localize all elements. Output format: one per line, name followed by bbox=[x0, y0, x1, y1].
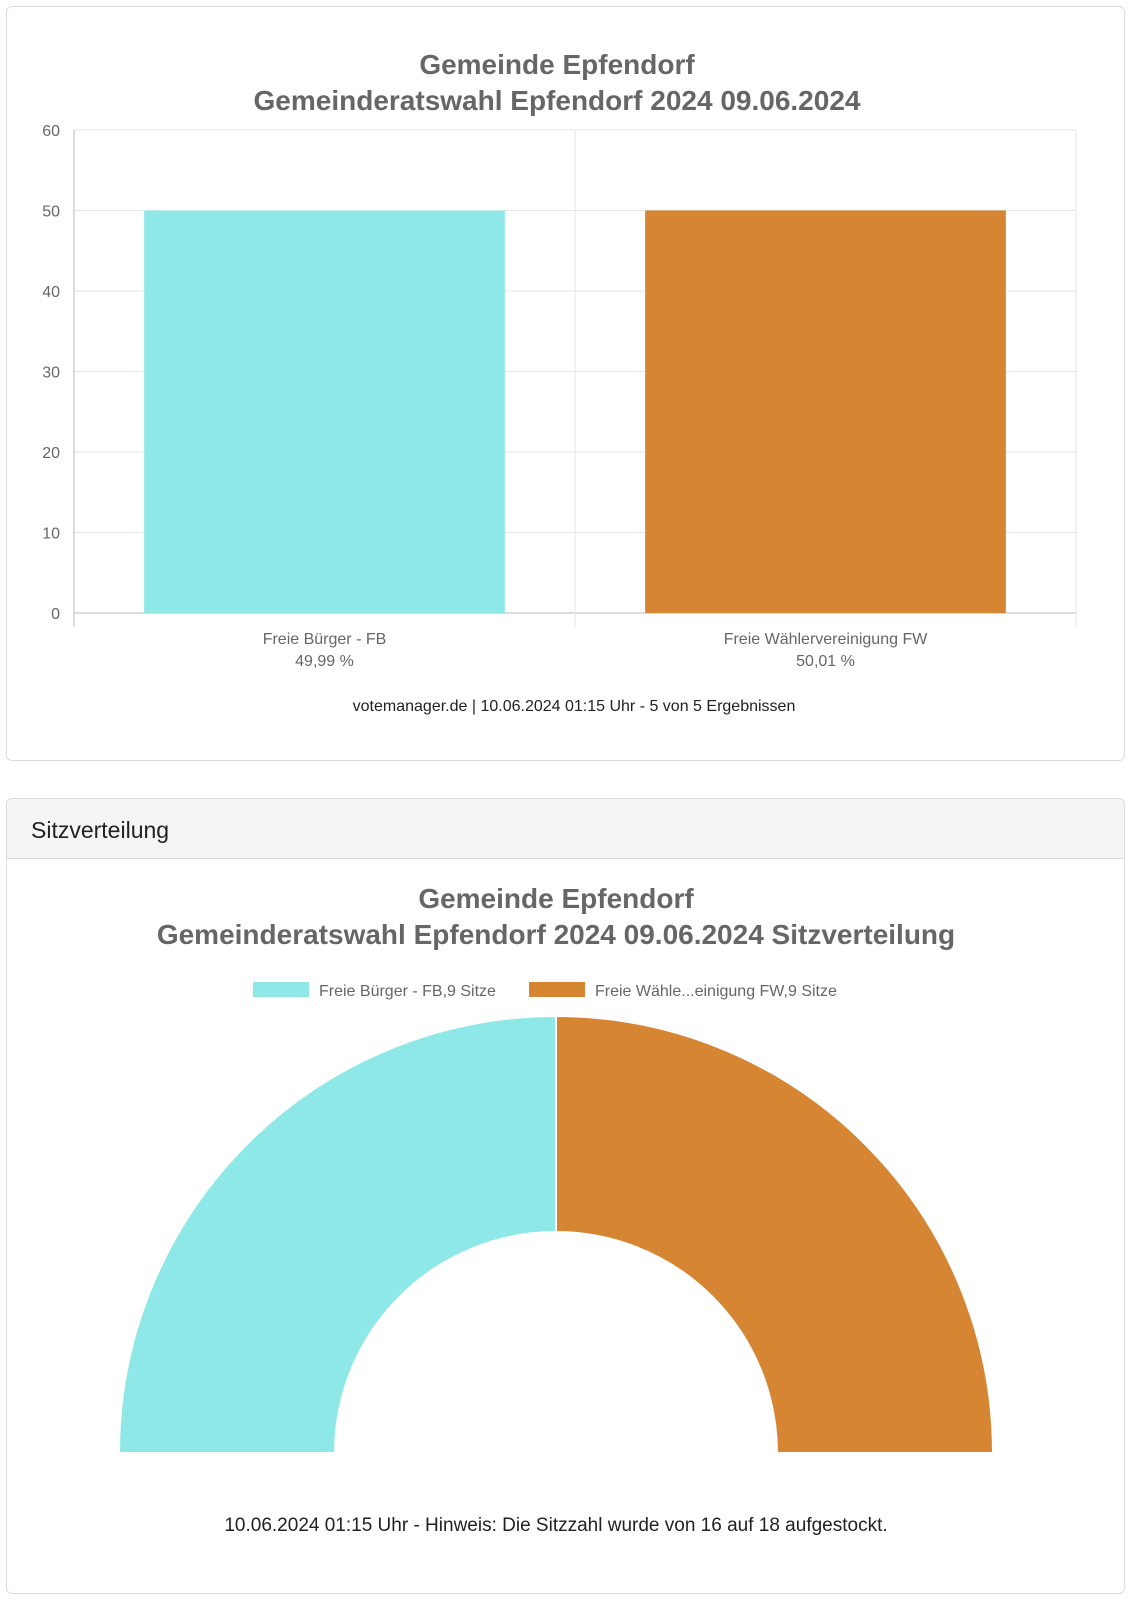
seat-slice-2 bbox=[555, 1014, 995, 1454]
chart-source-footer: votemanager.de | 10.06.2024 01:15 Uhr - … bbox=[353, 698, 796, 715]
y-tick-label: 30 bbox=[42, 365, 60, 382]
x-axis-labels: Freie Bürger - FB 49,99 % Freie Wählervere… bbox=[263, 631, 929, 670]
y-tick-label: 40 bbox=[42, 284, 60, 301]
chart-title-line-2: Gemeinderatswahl Epfendorf 2024 09.06.20… bbox=[254, 85, 861, 116]
vote-share-bar-chart: Gemeinde Epfendorf Gemeinderatswahl Epfe… bbox=[42, 49, 1077, 715]
seat-distribution-chart: Gemeinde Epfendorf Gemeinderatswahl Epfe… bbox=[117, 883, 995, 1536]
seat-chart-footer: 10.06.2024 01:15 Uhr - Hinweis: Die Sitz… bbox=[224, 1515, 887, 1536]
x-category-sublabel: 49,99 % bbox=[295, 653, 354, 670]
chart-title-line-1: Gemeinde Epfendorf bbox=[419, 49, 695, 80]
seat-distribution-card: Sitzverteilung Gemeinde Epfendorf Gemein… bbox=[6, 798, 1125, 1594]
seat-legend: Freie Bürger - FB,9 Sitze Freie Wähle...e… bbox=[253, 982, 837, 1000]
y-tick-label: 20 bbox=[42, 445, 60, 462]
bars bbox=[144, 210, 1006, 613]
legend-swatch bbox=[529, 982, 585, 997]
seat-arcs bbox=[117, 1014, 995, 1454]
x-category-sublabel: 50,01 % bbox=[796, 653, 855, 670]
legend-swatch bbox=[253, 982, 309, 997]
bar-2 bbox=[645, 210, 1006, 613]
card-header-title: Sitzverteilung bbox=[31, 817, 170, 843]
legend-label: Freie Wähle...einigung FW,9 Sitze bbox=[595, 983, 837, 1000]
y-tick-label: 0 bbox=[51, 606, 60, 623]
seat-slice-1 bbox=[117, 1014, 557, 1454]
y-tick-label: 60 bbox=[42, 123, 60, 140]
card-header: Sitzverteilung bbox=[7, 799, 1124, 859]
x-category-label: Freie Wählervereinigung FW bbox=[724, 631, 929, 648]
y-tick-label: 50 bbox=[42, 204, 60, 221]
y-axis-ticks: 0 10 20 30 40 50 60 bbox=[42, 123, 60, 623]
legend-label: Freie Bürger - FB,9 Sitze bbox=[319, 983, 496, 1000]
y-tick-label: 10 bbox=[42, 526, 60, 543]
seat-chart-title-line-1: Gemeinde Epfendorf bbox=[418, 883, 694, 914]
bar-1 bbox=[144, 210, 505, 613]
x-category-label: Freie Bürger - FB bbox=[263, 631, 387, 648]
vote-share-card: Gemeinde Epfendorf Gemeinderatswahl Epfe… bbox=[6, 6, 1125, 761]
seat-chart-title-line-2: Gemeinderatswahl Epfendorf 2024 09.06.20… bbox=[157, 919, 955, 950]
